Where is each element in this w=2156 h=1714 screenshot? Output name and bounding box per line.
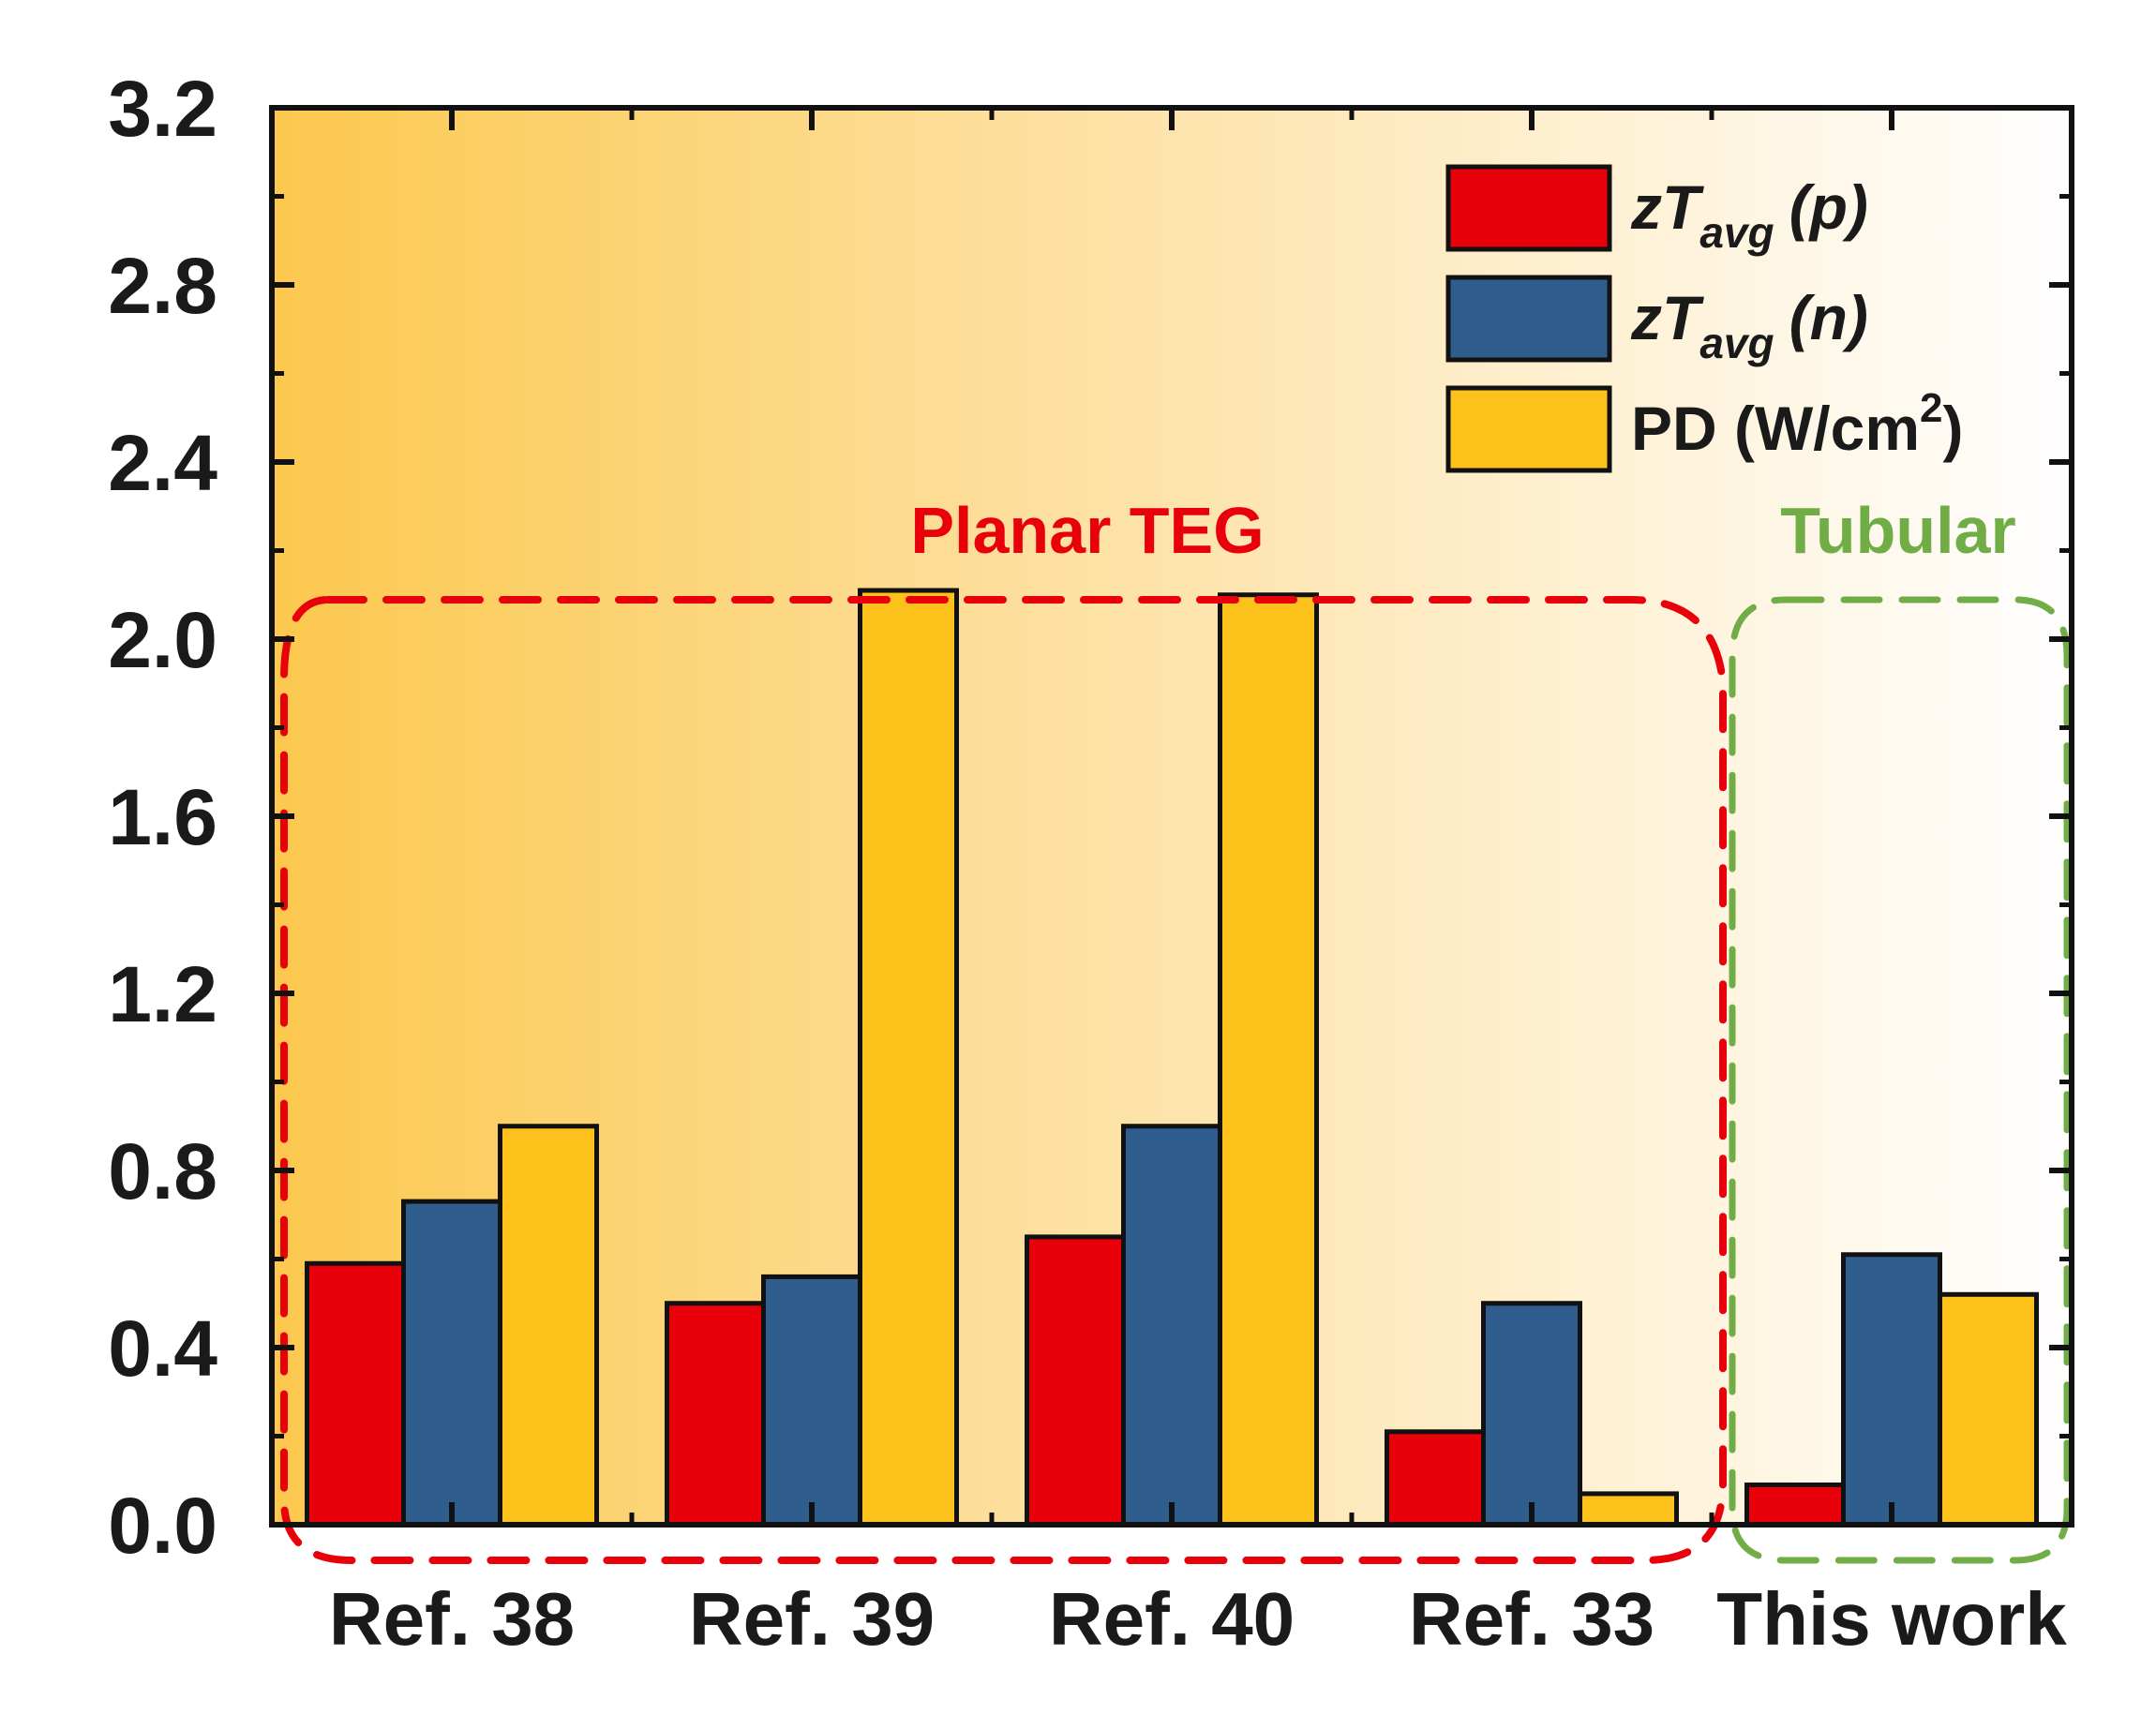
legend-label-1: zTavg (p) xyxy=(1630,172,1868,257)
bar-2-4 xyxy=(1481,1301,1582,1528)
bar-1-2 xyxy=(665,1301,766,1528)
x-tick-label: Ref. 38 xyxy=(329,1577,575,1661)
bar-3-5 xyxy=(1938,1291,2039,1528)
planar-teg-label: Planar TEG xyxy=(910,494,1264,567)
legend-main: zT xyxy=(1630,172,1704,242)
y-tick-label: 0.8 xyxy=(108,1127,217,1215)
bar-2-1 xyxy=(401,1199,502,1528)
tubular-region xyxy=(1729,596,2071,1564)
bar-3-4 xyxy=(1578,1491,1679,1528)
bars-layer xyxy=(305,588,2039,1528)
y-tick-label: 2.4 xyxy=(108,419,217,507)
bar-1-1 xyxy=(305,1260,406,1528)
legend-swatch-3 xyxy=(1445,385,1612,473)
legend-label-2: zTavg (n) xyxy=(1630,283,1868,367)
y-tick-label: 1.6 xyxy=(108,773,217,861)
planar-teg-region xyxy=(280,596,1727,1564)
bar-2-5 xyxy=(1841,1252,1942,1528)
x-tick-label: Ref. 39 xyxy=(689,1577,935,1661)
y-tick-label: 2.8 xyxy=(108,242,217,330)
y-tick-label: 2.0 xyxy=(108,596,217,684)
legend: zTavg (p)zTavg (n)PD (W/cm2) xyxy=(1445,164,1964,473)
legend-swatch-1 xyxy=(1445,164,1612,252)
y-tick-label: 3.2 xyxy=(108,65,217,153)
bar-2-3 xyxy=(1121,1124,1222,1528)
legend-suffix: (p) xyxy=(1789,172,1868,242)
legend-suffix: (n) xyxy=(1789,283,1868,352)
x-tick-label: Ref. 33 xyxy=(1409,1577,1654,1661)
bar-1-5 xyxy=(1744,1482,1846,1528)
legend-suffix: ) xyxy=(1943,394,1964,463)
tubular-label: Tubular xyxy=(1780,494,2015,567)
y-tick-label: 0.4 xyxy=(108,1304,217,1393)
x-tick-label: This work xyxy=(1716,1577,2067,1661)
axes-layer xyxy=(269,105,2074,1528)
legend-label-3: PD (W/cm2) xyxy=(1631,385,1964,463)
bar-2-2 xyxy=(761,1274,862,1528)
bar-1-4 xyxy=(1385,1429,1486,1528)
legend-sup: 2 xyxy=(1920,385,1942,431)
bar-3-1 xyxy=(498,1124,599,1528)
region-annotations: Planar TEG Tubular xyxy=(280,494,2071,1564)
legend-swatch-2 xyxy=(1445,275,1612,363)
bar-3-3 xyxy=(1218,592,1319,1528)
legend-main: PD (W/cm xyxy=(1631,394,1920,463)
legend-main: zT xyxy=(1630,283,1704,352)
axis-labels: 0.0 0.4 0.8 1.2 1.6 2.0 2.4 2.8 3.2 Ref. 38 Ref. 3… xyxy=(108,65,2067,1661)
legend-sub: avg xyxy=(1699,319,1774,367)
y-tick-label: 0.0 xyxy=(108,1482,217,1570)
x-tick-label: Ref. 40 xyxy=(1049,1577,1295,1661)
bar-3-2 xyxy=(858,588,959,1528)
bar-1-3 xyxy=(1025,1234,1126,1528)
y-tick-label: 1.2 xyxy=(108,950,217,1038)
legend-sub: avg xyxy=(1699,208,1774,257)
